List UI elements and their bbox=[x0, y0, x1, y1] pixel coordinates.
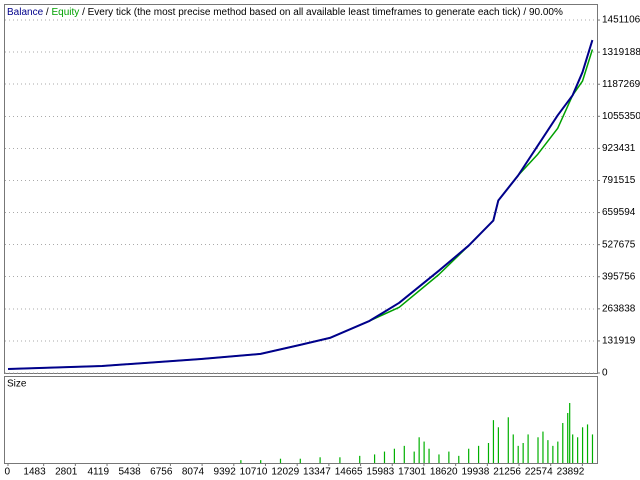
size-bar bbox=[492, 420, 495, 463]
size-bar bbox=[577, 437, 579, 463]
size-bar bbox=[487, 443, 490, 463]
legend-balance: Balance bbox=[7, 7, 44, 18]
size-bar bbox=[413, 451, 415, 463]
separator: / bbox=[82, 7, 85, 18]
x-tick-label: 1483 bbox=[23, 467, 46, 478]
size-bar bbox=[373, 454, 376, 463]
size-bar bbox=[403, 445, 405, 463]
separator: / bbox=[46, 7, 49, 18]
x-tick-label: 5438 bbox=[118, 467, 141, 478]
x-tick-label: 6756 bbox=[150, 467, 173, 478]
size-bar bbox=[418, 437, 420, 463]
x-tick-label: 4119 bbox=[88, 467, 110, 478]
size-bar bbox=[557, 441, 559, 463]
size-bar bbox=[339, 457, 341, 463]
x-tick-label: 18620 bbox=[430, 467, 458, 478]
size-bar bbox=[477, 445, 480, 463]
size-bar bbox=[319, 457, 321, 463]
size-title: Size bbox=[7, 379, 27, 390]
size-bar bbox=[359, 455, 361, 463]
size-bar bbox=[260, 460, 262, 463]
size-bar bbox=[438, 454, 440, 463]
size-bar bbox=[586, 424, 589, 463]
size-bar bbox=[537, 437, 539, 463]
size-bar bbox=[572, 434, 574, 463]
size-bar bbox=[552, 445, 554, 463]
size-bar bbox=[279, 458, 282, 463]
x-tick-label: 2801 bbox=[55, 467, 78, 478]
size-bar bbox=[591, 434, 594, 463]
size-bar bbox=[517, 445, 519, 463]
x-tick-label: 0 bbox=[4, 467, 10, 478]
size-bar bbox=[542, 431, 544, 463]
x-tick-label: 19938 bbox=[462, 467, 490, 478]
size-bar bbox=[428, 448, 430, 463]
y-tick-label: 527675 bbox=[602, 239, 636, 250]
size-bar bbox=[569, 403, 571, 463]
y-tick-label: 1451106 bbox=[602, 15, 640, 26]
size-bar bbox=[468, 448, 470, 463]
y-tick-label: 1319188 bbox=[602, 47, 640, 58]
x-tick-label: 21256 bbox=[493, 467, 521, 478]
x-tick-label: 23892 bbox=[557, 467, 585, 478]
y-tick-label: 1187269 bbox=[602, 79, 640, 90]
size-bar bbox=[299, 458, 301, 463]
x-tick-label: 13347 bbox=[303, 467, 331, 478]
title-text: Every tick (the most precise method base… bbox=[88, 7, 563, 18]
size-bar bbox=[512, 434, 514, 463]
size-frame bbox=[4, 376, 598, 464]
size-bar bbox=[527, 434, 529, 463]
chart-title: Balance / Equity / Every tick (the most … bbox=[7, 7, 563, 18]
y-tick-label: 923431 bbox=[602, 143, 636, 154]
x-tick-label: 9392 bbox=[214, 467, 237, 478]
x-tick-label: 12029 bbox=[271, 467, 299, 478]
x-tick-label: 8074 bbox=[182, 467, 205, 478]
size-bar bbox=[393, 448, 395, 463]
legend-equity: Equity bbox=[51, 7, 79, 18]
y-tick-label: 0 bbox=[602, 368, 608, 379]
size-bar bbox=[497, 427, 499, 463]
y-tick-label: 659594 bbox=[602, 207, 636, 218]
y-tick-label: 131919 bbox=[602, 336, 636, 347]
series-line bbox=[7, 39, 594, 370]
x-tick-label: 10710 bbox=[240, 467, 268, 478]
y-tick-label: 791515 bbox=[602, 175, 636, 186]
x-tick-label: 22574 bbox=[525, 467, 553, 478]
y-tick-label: 1055350 bbox=[602, 111, 640, 122]
size-bar bbox=[240, 460, 242, 463]
size-bar bbox=[423, 441, 425, 463]
size-bar bbox=[448, 451, 450, 463]
size-bar bbox=[567, 413, 569, 463]
size-bar bbox=[383, 451, 386, 463]
x-tick-label: 15983 bbox=[366, 467, 394, 478]
size-bar bbox=[581, 427, 584, 463]
x-tick-label: 14665 bbox=[335, 467, 363, 478]
y-tick-label: 395756 bbox=[602, 271, 636, 282]
size-bar bbox=[522, 443, 524, 463]
series-line bbox=[7, 49, 594, 370]
x-tick-label: 17301 bbox=[398, 467, 426, 478]
size-bar bbox=[507, 417, 509, 463]
y-tick-label: 263838 bbox=[602, 303, 636, 314]
size-bar bbox=[547, 440, 549, 463]
size-bar bbox=[458, 455, 460, 463]
size-bar bbox=[562, 423, 564, 463]
